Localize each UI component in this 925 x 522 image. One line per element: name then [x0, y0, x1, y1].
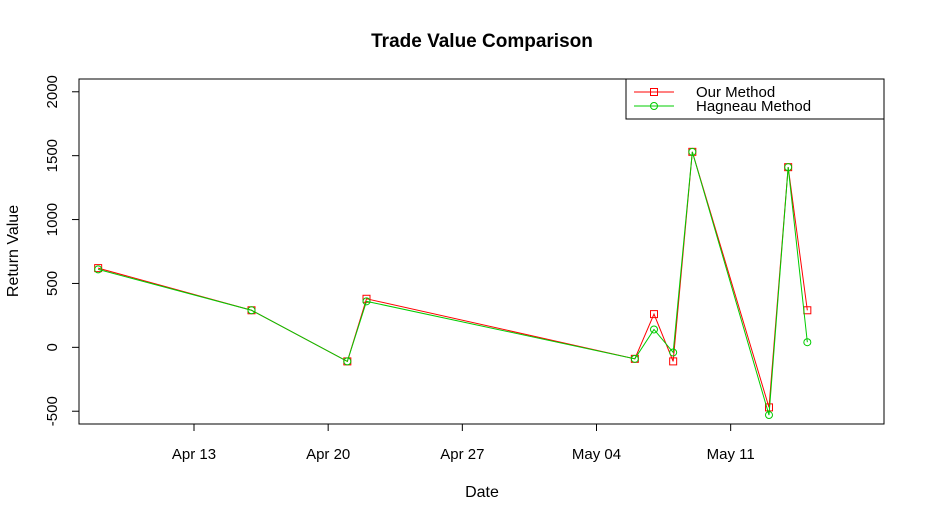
y-axis: -500 0 500 1000 1500 2000: [44, 75, 80, 426]
data-point: [765, 411, 773, 420]
series-line: [98, 151, 808, 416]
series-line: [98, 151, 808, 408]
data-point: [362, 297, 371, 306]
data-point: [784, 163, 793, 172]
series-our-method: [94, 147, 812, 412]
data-point: [669, 357, 678, 366]
x-tick-label: May 04: [572, 446, 621, 463]
x-tick-label: Apr 13: [172, 446, 216, 463]
y-tick-label: 2000: [44, 75, 61, 108]
data-point: [669, 348, 678, 357]
x-axis-label: Date: [465, 484, 499, 501]
data-point: [650, 325, 658, 334]
data-point: [94, 265, 103, 274]
legend-label: Hagneau Method: [696, 98, 811, 115]
data-point: [630, 354, 639, 363]
x-tick-label: May 11: [707, 446, 755, 463]
data-point: [343, 357, 352, 366]
x-tick-label: Apr 27: [440, 446, 484, 463]
y-tick-label: 1000: [44, 203, 61, 236]
y-tick-label: 500: [44, 271, 61, 296]
plot-frame: [78, 78, 885, 425]
data-point: [650, 310, 658, 319]
legend-square-icon: [650, 88, 658, 96]
legend-circle-icon: [650, 102, 658, 110]
data-point: [247, 306, 256, 315]
legend-box: [625, 78, 885, 120]
y-tick-label: -500: [44, 396, 61, 426]
x-tick-label: Apr 20: [306, 446, 350, 463]
series-hagneau-method: [94, 147, 812, 420]
data-point: [688, 147, 697, 156]
data-point: [803, 338, 812, 347]
y-tick-label: 1500: [44, 139, 61, 172]
y-axis-label: Return Value: [5, 205, 22, 297]
series-layer: [94, 147, 812, 420]
chart-title: Trade Value Comparison: [371, 31, 593, 52]
x-axis: Apr 13 Apr 20 Apr 27 May 04 May 11: [172, 423, 755, 463]
legend-label: Our Method: [696, 84, 775, 101]
y-tick-label: 0: [44, 343, 61, 351]
